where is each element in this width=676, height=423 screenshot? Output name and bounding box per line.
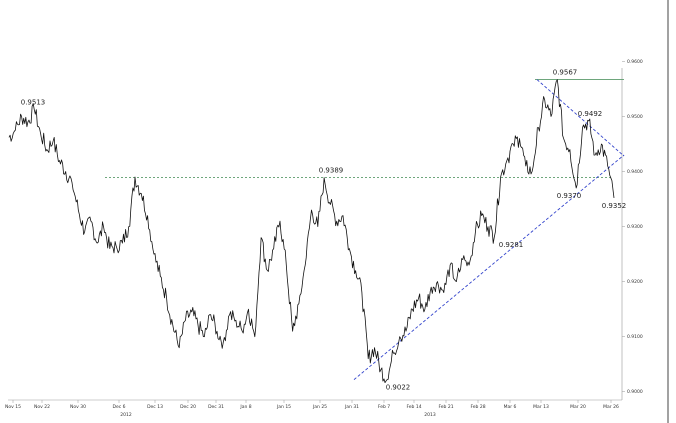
- x-tick-label: Dec 13: [147, 404, 163, 410]
- price-annotation: 0.9389: [319, 167, 344, 175]
- x-tick-label: Feb 7: [378, 404, 390, 410]
- x-tick-label: Nov 22: [34, 404, 50, 410]
- y-tick-label: 0.9000: [627, 389, 643, 395]
- y-tick-label: 0.9300: [627, 224, 643, 230]
- x-tick-label: Nov 15: [5, 404, 21, 410]
- x-tick-label: Mar 20: [570, 404, 586, 410]
- price-annotation: 0.9281: [499, 241, 524, 249]
- price-annotation: 0.9352: [602, 202, 627, 210]
- price-annotation: 0.9022: [386, 384, 411, 392]
- x-tick-label: Mar 6: [504, 404, 517, 410]
- x-tick-label: Mar 26: [603, 404, 619, 410]
- x-tick-label: Feb 28: [470, 404, 485, 410]
- y-tick-label: 0.9400: [627, 169, 643, 175]
- x-tick-label: Jan 25: [312, 404, 327, 410]
- price-annotation: 0.9492: [578, 110, 603, 118]
- x-tick-label: Dec 6: [112, 404, 125, 410]
- price-annotation: 0.9513: [21, 98, 46, 106]
- price-annotation: 0.9370: [557, 192, 582, 200]
- x-tick-label: Dec 31: [208, 404, 224, 410]
- x-tick-label: Jan 8: [239, 404, 251, 410]
- y-tick-label: 0.9500: [627, 114, 643, 120]
- x-tick-label: Jan 31: [344, 404, 359, 410]
- x-tick-label: Dec 20: [180, 404, 196, 410]
- price-annotation: 0.9567: [553, 69, 578, 77]
- x-tick-label: Jan 15: [276, 404, 291, 410]
- x-tick-label: Feb 14: [406, 404, 421, 410]
- y-tick-label: 0.9600: [627, 59, 643, 65]
- x-tick-label: Mar 13: [533, 404, 549, 410]
- y-tick-label: 0.9100: [627, 334, 643, 340]
- price-line: [8, 79, 615, 384]
- y-tick-label: 0.9200: [627, 279, 643, 285]
- x-year-label: 2013: [424, 412, 436, 418]
- trendline: [536, 79, 625, 157]
- x-tick-label: Feb 21: [438, 404, 453, 410]
- x-tick-label: Nov 30: [70, 404, 86, 410]
- trendline: [353, 154, 625, 380]
- x-year-label: 2012: [120, 412, 132, 418]
